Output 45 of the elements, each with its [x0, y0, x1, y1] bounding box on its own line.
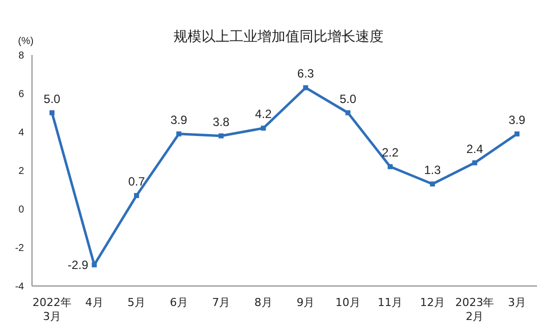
data-label: 2.2: [382, 146, 399, 160]
data-label: 3.9: [508, 112, 526, 127]
y-tick-label: 4: [18, 128, 24, 139]
x-tick-label: 5月: [128, 296, 146, 309]
point: [218, 133, 224, 138]
data-label: 5.0: [340, 92, 357, 106]
x-tick-label: 10月: [335, 296, 360, 309]
x-tick-label: 2022年 3月: [32, 296, 72, 323]
point: [388, 164, 393, 170]
x-tick-label: 3月: [508, 296, 526, 309]
point: [260, 126, 266, 131]
x-tick-label: 9月: [296, 296, 315, 309]
point: [50, 110, 54, 116]
chart-title: 规模以上工业增加值同比增长速度: [174, 29, 384, 45]
data-label: -2.9: [68, 258, 89, 272]
point: [303, 85, 308, 90]
data-label: 6.3: [297, 66, 314, 81]
point: [92, 262, 97, 268]
y-tick-label: 2: [18, 166, 24, 178]
x-tick-label: 12月: [420, 296, 445, 309]
point: [514, 131, 520, 136]
y-tick-label: -2: [15, 243, 24, 254]
data-label: 4.2: [255, 107, 272, 122]
data-label: 1.3: [424, 162, 442, 177]
x-tick-label: 6月: [170, 296, 188, 309]
x-tick-label: 7月: [212, 296, 230, 309]
x-tick-label: 8月: [254, 296, 272, 309]
data-label: 5.0: [44, 92, 61, 106]
y-tick-label: -4: [15, 282, 24, 293]
y-tick-label: 0: [18, 204, 24, 216]
data-label: 0.7: [128, 174, 146, 189]
y-tick-label: 8: [18, 50, 24, 62]
data-label: 3.9: [170, 112, 188, 127]
data-label: 3.8: [212, 114, 230, 129]
point: [134, 193, 140, 198]
y-axis-title: (%): [18, 36, 34, 47]
x-tick-label: 11月: [378, 296, 403, 309]
y-tick-label: 6: [18, 89, 24, 100]
data-label: 2.4: [466, 142, 484, 156]
point: [176, 131, 182, 136]
x-tick-label: 2023年 2月: [455, 296, 494, 323]
point: [430, 181, 435, 186]
x-tick-label: 4月: [85, 296, 104, 309]
point: [345, 110, 350, 116]
point: [472, 160, 478, 166]
